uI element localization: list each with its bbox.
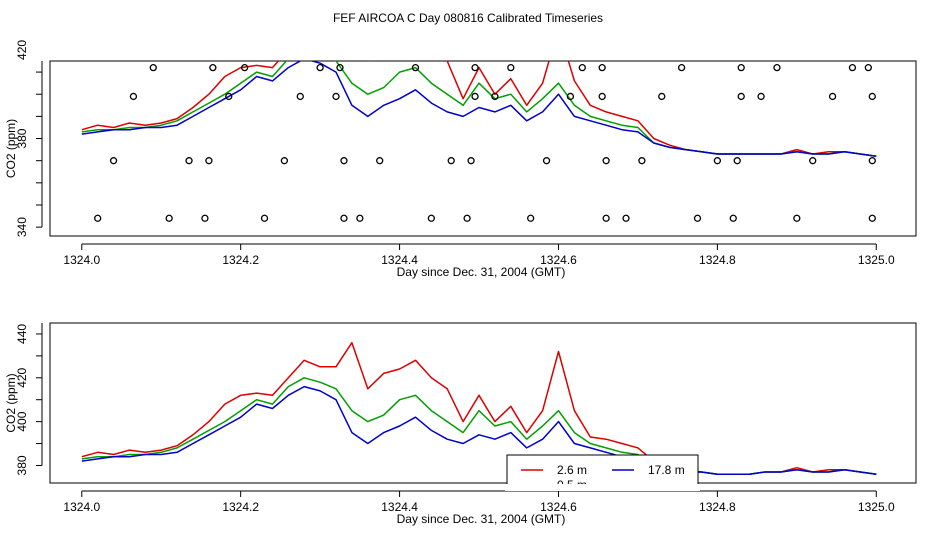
calibration-marker [793, 214, 801, 222]
y-tick-label: 400 [15, 411, 29, 431]
x-tick-label: 1324.2 [222, 253, 259, 267]
x-tick-label: 1324.0 [63, 253, 100, 267]
x-tick-label: 1324.4 [381, 500, 418, 514]
calibration-marker [205, 157, 213, 165]
y-tick-label: 380 [15, 455, 29, 475]
calibration-marker [149, 63, 157, 72]
calibration-marker [638, 157, 646, 165]
calibration-marker [757, 92, 765, 101]
calibration-marker [296, 92, 304, 101]
series-line-2-6-m [81, 341, 877, 475]
calibration-marker [602, 214, 610, 222]
calibration-marker [773, 63, 781, 72]
calibration-marker [340, 157, 348, 165]
top-panel: 1324.0 1324.2 1324.4 1324.6 1324.8 1325.0 Day … [4, 40, 917, 279]
series-group [81, 341, 877, 475]
calibration-marker [507, 63, 515, 72]
legend-crop [505, 484, 700, 491]
calibration-marker [868, 157, 876, 165]
series-group [81, 61, 877, 158]
bottom-panel: 1324.0 1324.2 1324.4 1324.6 1324.8 1325.0 Day … [4, 322, 917, 526]
calibration-marker [598, 92, 606, 101]
calibration-marker [332, 92, 340, 101]
calibration-marker [316, 63, 324, 72]
calibration-marker [737, 63, 745, 72]
x-tick-label: 1324.6 [540, 253, 577, 267]
calibration-marker [658, 92, 666, 101]
legend-label: 17.8 m [648, 463, 685, 477]
calibration-marker [340, 214, 348, 222]
calibration-marker [868, 214, 876, 222]
calibration-marker [693, 214, 702, 222]
calibration-marker [828, 92, 837, 101]
y-axis-label: CO2 (ppm) [4, 373, 18, 432]
x-tick-label: 1325.0 [858, 253, 895, 267]
calibration-marker [427, 214, 436, 222]
calibration-marker [809, 157, 817, 165]
y-axis-label: CO2 (ppm) [4, 119, 18, 178]
calibration-marker [411, 63, 420, 72]
plot-frame [49, 322, 917, 484]
x-axis-label: Day since Dec. 31, 2004 (GMT) [397, 265, 566, 279]
calibration-marker [185, 157, 193, 165]
calibration-marker [578, 63, 586, 72]
y-tick-label: 440 [15, 324, 29, 344]
calibration-marker [848, 63, 857, 72]
calibration-marker [471, 63, 479, 72]
calibration-marker [602, 157, 610, 165]
calibration-marker [733, 157, 741, 165]
calibration-marker [729, 214, 737, 222]
series-line-0-5-m [81, 61, 877, 158]
calibration-marker [677, 63, 686, 72]
x-tick-label: 1324.4 [381, 253, 418, 267]
calibration-marker [94, 214, 102, 222]
calibration-marker [527, 214, 535, 222]
figure-title: FEF AIRCOA C Day 080816 Calibrated Times… [333, 11, 603, 25]
calibration-marker [376, 157, 384, 165]
calibration-marker [542, 157, 551, 165]
calibration-marker [201, 214, 209, 222]
x-tick-label: 1324.0 [63, 500, 100, 514]
x-tick-label: 1324.2 [222, 500, 259, 514]
calibration-marker [165, 214, 173, 222]
legend-label: 2.6 m [557, 463, 587, 477]
calibration-marker [225, 92, 233, 101]
calibration-marker [209, 63, 217, 72]
series-line-17-8-m [81, 385, 877, 475]
calibration-marker [471, 92, 479, 101]
calibration-marker [447, 157, 455, 165]
series-line-0-5-m [81, 377, 877, 475]
calibration-marker [467, 157, 475, 165]
calibration-marker [598, 63, 606, 72]
y-tick-label: 420 [15, 367, 29, 387]
x-tick-label: 1324.6 [540, 500, 577, 514]
calibration-marker [109, 157, 118, 165]
calibration-marker [260, 214, 269, 222]
x-tick-label: 1324.8 [699, 253, 736, 267]
calibration-marker [864, 63, 872, 72]
calibration-marker [622, 214, 630, 222]
calibration-marker [868, 92, 876, 101]
calibration-marker [713, 157, 722, 165]
x-tick-label: 1324.8 [699, 500, 736, 514]
series-line-17-8-m [81, 61, 877, 158]
x-tick-label: 1325.0 [858, 500, 895, 514]
calibration-marker [129, 92, 138, 101]
y-tick-label: 340 [15, 217, 29, 237]
y-tick-label: 380 [15, 128, 29, 148]
calibration-marker [566, 92, 575, 101]
plot-frame [49, 60, 917, 237]
calibration-marker [737, 92, 745, 101]
calibration-marker [280, 157, 289, 165]
calibration-marker [463, 214, 471, 222]
x-axis-label: Day since Dec. 31, 2004 (GMT) [397, 512, 566, 526]
calibration-marker [356, 214, 364, 222]
calibration-marker [241, 63, 249, 72]
y-tick-label: 420 [15, 40, 29, 60]
calibration-marker [491, 92, 499, 101]
calibration-marker [336, 63, 344, 72]
